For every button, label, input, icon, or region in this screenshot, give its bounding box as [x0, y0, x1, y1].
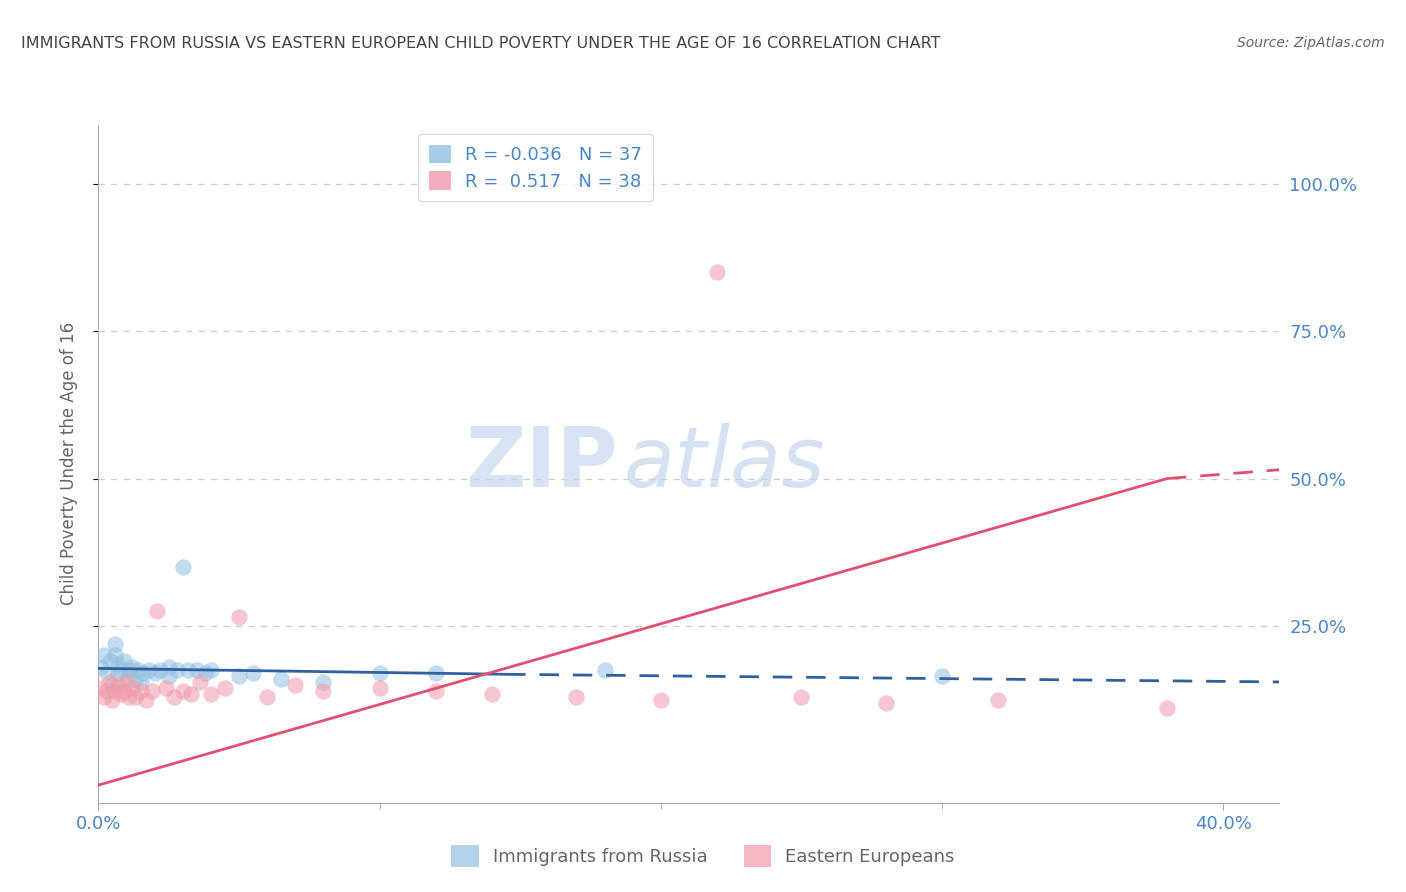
Point [790, 690, 813, 704]
Point [157, 660, 180, 674]
Point [565, 690, 588, 704]
Point [166, 663, 188, 677]
Point [104, 648, 127, 663]
Point [93, 648, 115, 663]
Point [172, 683, 194, 698]
Point [107, 657, 129, 672]
Text: atlas: atlas [624, 424, 825, 504]
Point [875, 696, 897, 710]
Point [163, 690, 186, 704]
Point [118, 690, 141, 704]
Point [270, 672, 292, 686]
Point [121, 681, 143, 695]
Point [312, 675, 335, 690]
Point [200, 687, 222, 701]
Point [146, 604, 169, 618]
Point [177, 663, 200, 677]
Point [98, 675, 121, 690]
Point [706, 265, 728, 279]
Point [101, 692, 124, 706]
Point [107, 678, 129, 692]
Point [107, 666, 129, 681]
Point [141, 683, 163, 698]
Point [110, 687, 132, 701]
Point [200, 663, 222, 677]
Point [425, 666, 447, 681]
Point [121, 660, 143, 674]
Point [132, 666, 155, 681]
Y-axis label: Child Poverty Under the Age of 16: Child Poverty Under the Age of 16 [59, 322, 77, 606]
Text: Source: ZipAtlas.com: Source: ZipAtlas.com [1237, 36, 1385, 50]
Point [155, 681, 177, 695]
Point [312, 683, 335, 698]
Point [135, 692, 157, 706]
Legend: Immigrants from Russia, Eastern Europeans: Immigrants from Russia, Eastern European… [444, 838, 962, 874]
Point [101, 678, 124, 692]
Text: IMMIGRANTS FROM RUSSIA VS EASTERN EUROPEAN CHILD POVERTY UNDER THE AGE OF 16 COR: IMMIGRANTS FROM RUSSIA VS EASTERN EUROPE… [21, 36, 941, 51]
Point [481, 687, 503, 701]
Point [104, 637, 127, 651]
Point [90, 660, 112, 674]
Point [104, 683, 127, 698]
Point [214, 681, 236, 695]
Point [180, 687, 202, 701]
Point [90, 681, 112, 695]
Point [188, 675, 211, 690]
Point [593, 663, 616, 677]
Point [115, 675, 138, 690]
Point [110, 663, 132, 677]
Point [931, 669, 953, 683]
Point [124, 672, 146, 686]
Point [96, 666, 118, 681]
Point [650, 692, 672, 706]
Point [138, 663, 160, 677]
Point [256, 690, 278, 704]
Point [143, 666, 166, 681]
Point [96, 683, 118, 698]
Point [124, 690, 146, 704]
Point [112, 683, 135, 698]
Point [118, 663, 141, 677]
Point [284, 678, 307, 692]
Point [242, 666, 264, 681]
Point [228, 669, 250, 683]
Point [425, 683, 447, 698]
Point [186, 663, 208, 677]
Point [1156, 701, 1178, 715]
Point [194, 666, 217, 681]
Point [93, 690, 115, 704]
Point [112, 654, 135, 668]
Point [129, 683, 152, 698]
Point [172, 560, 194, 574]
Point [368, 666, 391, 681]
Legend: R = -0.036   N = 37, R =  0.517   N = 38: R = -0.036 N = 37, R = 0.517 N = 38 [418, 134, 652, 202]
Point [115, 672, 138, 686]
Text: ZIP: ZIP [465, 424, 619, 504]
Point [127, 663, 149, 677]
Point [157, 669, 180, 683]
Point [129, 675, 152, 690]
Point [987, 692, 1010, 706]
Point [98, 654, 121, 668]
Point [228, 610, 250, 624]
Point [149, 663, 172, 677]
Point [368, 681, 391, 695]
